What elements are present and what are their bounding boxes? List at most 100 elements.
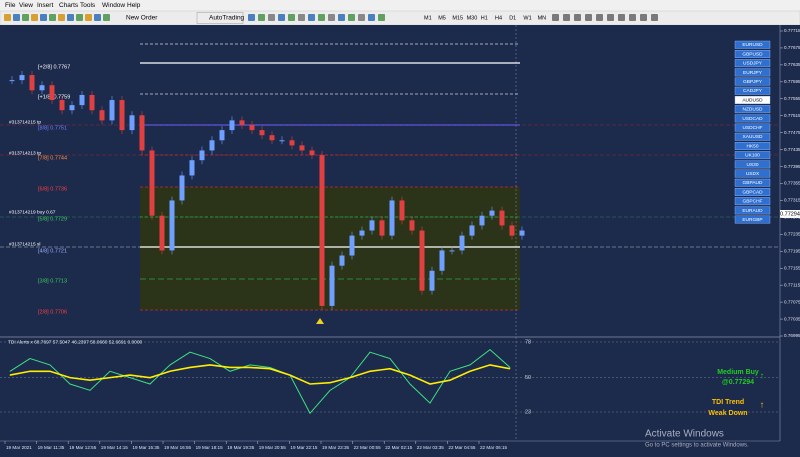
symbol-label[interactable]: USDX [746, 171, 760, 177]
toolbar-icon[interactable] [103, 14, 110, 21]
menu-item[interactable]: Window [102, 2, 125, 9]
time-label: 19 Mar 15:35 [132, 445, 160, 450]
toolbar-icon[interactable] [85, 14, 92, 21]
time-label: 19 Mar 19:35 [227, 445, 255, 450]
symbol-button[interactable] [734, 77, 771, 86]
symbol-label[interactable]: GBPCAD [742, 189, 763, 195]
symbol-button[interactable] [734, 141, 771, 150]
toolbar-icon[interactable] [278, 14, 285, 21]
toolbar-icon[interactable] [378, 14, 385, 21]
symbol-button[interactable] [734, 86, 771, 95]
menu-item[interactable]: View [19, 2, 33, 9]
symbol-label[interactable]: EURGBP [742, 217, 762, 223]
symbol-button[interactable] [734, 95, 771, 104]
tdi-point [89, 379, 91, 381]
toolbar-icon[interactable] [552, 14, 559, 21]
toolbar-button[interactable]: New Order [126, 15, 158, 22]
toolbar-icon[interactable] [4, 14, 11, 21]
toolbar-icon[interactable] [258, 14, 265, 21]
symbol-label[interactable]: CADJPY [743, 88, 763, 94]
symbol-button[interactable] [734, 187, 771, 196]
toolbar-icon[interactable] [13, 14, 20, 21]
price-label: 0.77595 [784, 79, 800, 84]
symbol-label[interactable]: GBPJPY [743, 79, 763, 85]
toolbar-icon[interactable] [94, 14, 101, 21]
toolbar-icon[interactable] [268, 14, 275, 21]
symbol-button[interactable] [734, 123, 771, 132]
timeframe[interactable]: M30 [467, 15, 478, 21]
price-label: 0.77155 [784, 265, 800, 270]
timeframe[interactable]: H4 [495, 15, 502, 21]
symbol-label[interactable]: NZDUSD [743, 107, 764, 113]
toolbar-icon[interactable] [368, 14, 375, 21]
symbol-button[interactable] [734, 105, 771, 114]
symbol-label[interactable]: USDJPY [743, 61, 763, 67]
symbol-label[interactable]: UK100 [745, 153, 760, 159]
symbol-button[interactable] [734, 114, 771, 123]
toolbar-icon[interactable] [607, 14, 614, 21]
symbol-label[interactable]: EURAUD [742, 208, 763, 214]
menu-item[interactable]: Charts [59, 2, 79, 9]
symbol-button[interactable] [734, 59, 771, 68]
toolbar-icon[interactable] [308, 14, 315, 21]
toolbar-icon[interactable] [67, 14, 74, 21]
menu-item[interactable]: Tools [80, 2, 96, 9]
timeframe[interactable]: M1 [424, 15, 432, 21]
symbol-button[interactable] [734, 40, 771, 49]
symbol-label[interactable]: USDCAD [742, 116, 763, 122]
symbol-label[interactable]: US30 [747, 162, 759, 168]
symbol-button[interactable] [734, 169, 771, 178]
menu-item[interactable]: Help [127, 2, 141, 9]
menu-item[interactable]: File [5, 2, 16, 9]
symbol-label[interactable]: USDCHF [743, 125, 763, 131]
symbol-label[interactable]: GBPUSD [742, 51, 763, 57]
timeframe[interactable]: H1 [481, 15, 488, 21]
toolbar-icon[interactable] [574, 14, 581, 21]
toolbar-icon[interactable] [618, 14, 625, 21]
symbol-label[interactable]: AUDUSD [742, 97, 763, 103]
toolbar-icon[interactable] [318, 14, 325, 21]
toolbar-icon[interactable] [40, 14, 47, 21]
toolbar-icon[interactable] [358, 14, 365, 21]
symbol-label[interactable]: EURJPY [743, 70, 763, 76]
timeframe[interactable]: M5 [438, 15, 446, 21]
timeframe[interactable]: MN [538, 15, 547, 21]
toolbar-icon[interactable] [49, 14, 56, 21]
symbol-label[interactable]: HK50 [747, 143, 759, 149]
timeframe[interactable]: M15 [452, 15, 463, 21]
toolbar-icon[interactable] [298, 14, 305, 21]
symbol-button[interactable] [734, 215, 771, 224]
symbol-button[interactable] [734, 178, 771, 187]
toolbar-icon[interactable] [288, 14, 295, 21]
symbol-label[interactable]: GBPCHF [743, 199, 763, 205]
symbol-label[interactable]: EURUSD [742, 42, 763, 48]
toolbar-icon[interactable] [596, 14, 603, 21]
toolbar-icon[interactable] [31, 14, 38, 21]
toolbar-icon[interactable] [585, 14, 592, 21]
symbol-button[interactable] [734, 151, 771, 160]
toolbar-icon[interactable] [348, 14, 355, 21]
symbol-button[interactable] [734, 160, 771, 169]
toolbar-icon[interactable] [22, 14, 29, 21]
toolbar-button-bg[interactable] [196, 12, 244, 24]
symbol-button[interactable] [734, 50, 771, 58]
toolbar-icon[interactable] [629, 14, 636, 21]
symbol-button[interactable] [734, 206, 771, 215]
toolbar-icon[interactable] [651, 14, 658, 21]
timeframe[interactable]: D1 [509, 15, 516, 21]
symbol-button[interactable] [734, 132, 771, 141]
menu-item[interactable]: Insert [37, 2, 53, 9]
symbol-button[interactable] [734, 197, 771, 206]
toolbar-button[interactable]: AutoTrading [209, 15, 245, 22]
symbol-label[interactable]: XAUUSD [743, 134, 764, 140]
toolbar-icon[interactable] [58, 14, 65, 21]
toolbar-icon[interactable] [76, 14, 83, 21]
symbol-label[interactable]: GBPAUD [743, 180, 763, 186]
toolbar-icon[interactable] [248, 14, 255, 21]
timeframe[interactable]: W1 [523, 15, 531, 21]
symbol-button[interactable] [734, 68, 771, 77]
toolbar-icon[interactable] [338, 14, 345, 21]
toolbar-icon[interactable] [328, 14, 335, 21]
toolbar-icon[interactable] [640, 14, 647, 21]
toolbar-icon[interactable] [563, 14, 570, 21]
